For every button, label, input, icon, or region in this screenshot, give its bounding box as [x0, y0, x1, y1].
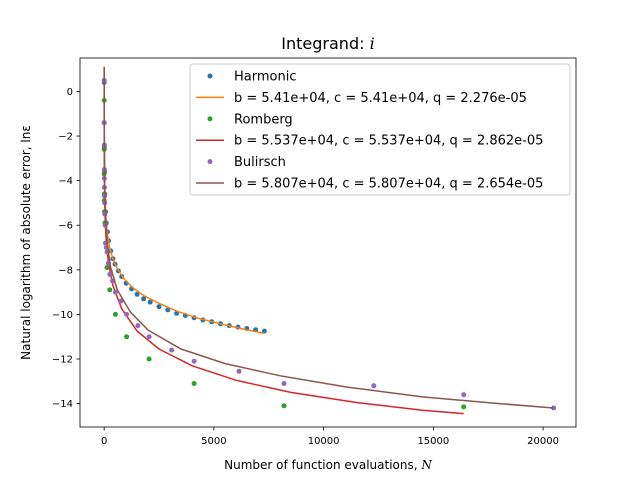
legend-entry: b = 5.807e+04, c = 5.807e+04, q = 2.654e…	[196, 177, 543, 192]
y-tick-label: −10	[52, 310, 73, 321]
data-point	[104, 265, 110, 271]
x-tick-label: 5000	[201, 436, 226, 447]
data-point	[124, 334, 130, 340]
data-point	[165, 307, 171, 313]
data-point	[169, 347, 175, 353]
legend-marker	[207, 116, 213, 122]
data-point	[124, 311, 130, 317]
data-point	[112, 311, 118, 317]
plot-series-layer	[101, 66, 557, 415]
data-point	[461, 392, 467, 398]
y-axis-label: Natural logarithm of absolute error, lnε	[19, 125, 33, 360]
legend-entry: b = 5.41e+04, c = 5.41e+04, q = 2.276e-0…	[196, 91, 527, 106]
data-point	[461, 404, 467, 410]
legend: Harmonic b = 5.41e+04, c = 5.41e+04, q = …	[189, 63, 571, 196]
legend-marker	[207, 73, 213, 79]
legend-label: Harmonic	[234, 70, 296, 85]
data-point	[141, 296, 147, 302]
data-point	[107, 287, 113, 293]
y-tick-label: −6	[58, 221, 73, 232]
legend-label: b = 5.41e+04, c = 5.41e+04, q = 2.276e-0…	[234, 91, 527, 106]
data-point	[147, 299, 153, 305]
chart-title-text: Integrand:	[281, 34, 369, 53]
data-point	[261, 328, 267, 334]
legend-label: b = 5.537e+04, c = 5.537e+04, q = 2.862e…	[234, 134, 543, 149]
legend-entry: Harmonic	[207, 70, 296, 85]
data-point	[236, 368, 242, 374]
data-point	[118, 298, 124, 304]
data-point	[371, 383, 377, 389]
x-axis-label-text: Number of function evaluations,	[224, 458, 421, 472]
y-tick-label: −14	[52, 399, 73, 410]
legend-label: b = 5.807e+04, c = 5.807e+04, q = 2.654e…	[234, 177, 543, 192]
legend-label: Bulirsch	[234, 155, 286, 170]
data-point	[191, 358, 197, 364]
plot-frame	[79, 57, 577, 428]
data-point	[107, 271, 113, 277]
chart-title: Integrand: i	[281, 34, 374, 53]
legend-entry: Romberg	[207, 112, 293, 127]
x-tick-label: 10000	[308, 436, 340, 447]
data-point	[134, 291, 140, 297]
legend-entry: b = 5.537e+04, c = 5.537e+04, q = 2.862e…	[196, 134, 543, 149]
data-point	[281, 403, 287, 409]
data-point	[112, 289, 118, 295]
y-tick-label: −4	[58, 176, 73, 187]
y-tick-label: −2	[58, 132, 73, 143]
data-point	[156, 304, 162, 310]
x-tick-label: 15000	[417, 436, 449, 447]
fit-line	[103, 69, 554, 409]
y-tick-label: −12	[52, 354, 73, 365]
x-tick-label: 0	[101, 436, 107, 447]
legend-entry: Bulirsch	[207, 155, 286, 170]
legend-box	[189, 63, 571, 196]
data-point	[146, 334, 152, 340]
chart-title-variable: i	[370, 34, 375, 53]
x-axis-label-variable: N	[420, 458, 432, 472]
data-point	[281, 381, 287, 386]
data-point	[135, 323, 141, 329]
y-tick-label: 0	[67, 87, 73, 98]
legend-marker	[207, 159, 213, 165]
x-axis: 0 5000 10000 15000 20000	[101, 427, 559, 447]
legend-label: Romberg	[234, 112, 293, 127]
data-point	[191, 381, 197, 386]
y-tick-label: −8	[58, 265, 73, 276]
y-axis: 0 −2 −4 −6 −8 −10 −12 −14	[52, 87, 80, 410]
x-tick-label: 20000	[527, 436, 559, 447]
x-axis-label: Number of function evaluations, N	[224, 458, 432, 472]
data-point	[146, 356, 152, 362]
series-5-b-5-807e-04-c-5-807e	[103, 69, 554, 409]
